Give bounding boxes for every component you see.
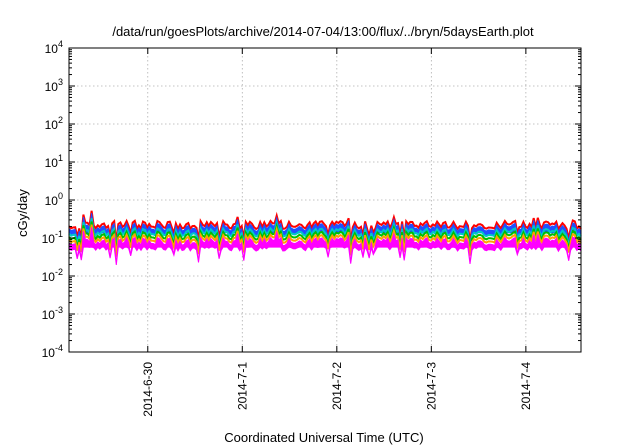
x-tick-label: 2014-7-3	[424, 362, 438, 410]
series-line-2	[68, 218, 582, 251]
y-tick-label: 10-1	[42, 229, 63, 246]
data-series	[68, 210, 582, 265]
x-tick-label: 2014-7-1	[235, 362, 249, 410]
series-line-0	[68, 210, 582, 243]
y-tick-label: 104	[45, 39, 63, 56]
x-axis-label: Coordinated Universal Time (UTC)	[224, 430, 423, 445]
chart-title: /data/run/goesPlots/archive/2014-07-04/1…	[112, 24, 534, 39]
plot-frame	[68, 47, 582, 353]
y-tick-label: 10-3	[42, 305, 63, 322]
y-axis-label: cGy/day	[15, 189, 30, 237]
y-tick-label: 10-2	[42, 267, 63, 284]
x-tick-label: 2014-7-4	[519, 362, 533, 410]
y-tick-label: 101	[45, 153, 63, 170]
x-tick-label: 2014-7-2	[330, 362, 344, 410]
y-tick-label: 102	[45, 115, 63, 132]
y-tick-label: 103	[45, 77, 63, 94]
gridlines	[69, 47, 581, 353]
x-tick-label: 2014-6-30	[141, 362, 155, 417]
y-tick-label: 100	[45, 191, 63, 208]
series-line-3	[68, 221, 582, 254]
y-tick-label: 10-4	[42, 343, 63, 360]
series-line-4	[68, 224, 582, 257]
